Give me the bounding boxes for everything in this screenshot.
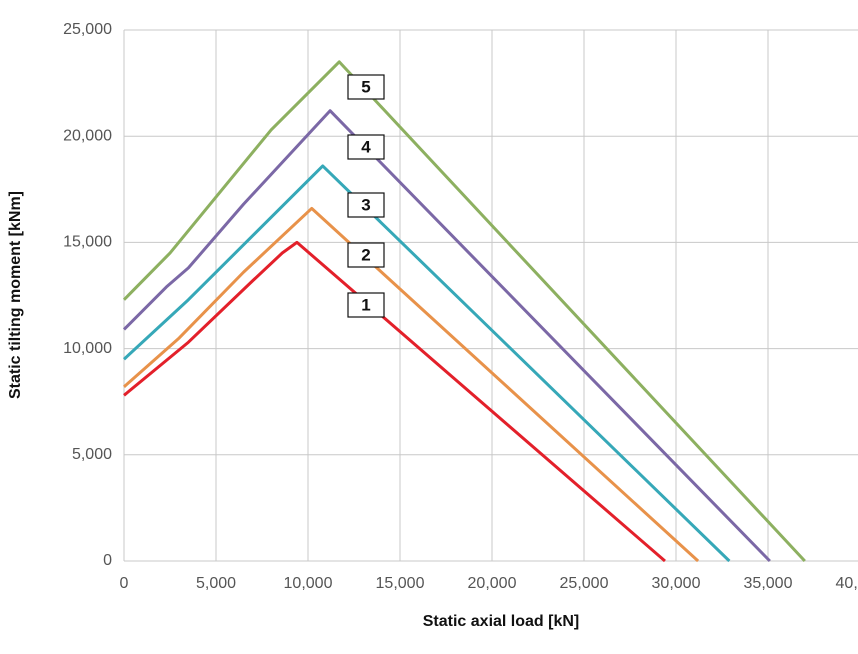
x-tick-label: 40,000 xyxy=(836,575,858,592)
y-tick-label: 0 xyxy=(103,552,112,569)
label-box xyxy=(347,74,385,100)
series-line xyxy=(123,206,700,563)
label-box xyxy=(347,192,385,218)
y-axis-title: Static tilting moment [kNm] xyxy=(7,191,24,399)
y-tick-label: 10,000 xyxy=(63,340,112,357)
series-label: 2 xyxy=(361,245,370,264)
y-tick-label: 25,000 xyxy=(63,21,112,38)
x-tick-label: 25,000 xyxy=(560,575,609,592)
series-label: 5 xyxy=(361,77,370,96)
series-label: 3 xyxy=(361,195,370,214)
y-tick-label: 15,000 xyxy=(63,234,112,251)
series-line xyxy=(122,60,806,563)
x-tick-label: 0 xyxy=(120,575,129,592)
series-line xyxy=(122,164,731,563)
x-tick-label: 10,000 xyxy=(284,575,333,592)
x-axis-title: Static axial load [kN] xyxy=(423,613,580,630)
series-label: 4 xyxy=(361,137,371,156)
x-tick-label: 5,000 xyxy=(196,575,236,592)
x-tick-label: 15,000 xyxy=(376,575,425,592)
label-box xyxy=(347,242,385,268)
y-tick-label: 5,000 xyxy=(72,446,112,463)
label-box xyxy=(347,134,385,160)
x-tick-label: 30,000 xyxy=(652,575,701,592)
label-box xyxy=(347,292,385,318)
x-tick-label: 20,000 xyxy=(468,575,517,592)
x-tick-label: 35,000 xyxy=(744,575,793,592)
series-label: 1 xyxy=(361,295,370,314)
y-tick-label: 20,000 xyxy=(63,127,112,144)
series-line xyxy=(122,109,771,563)
